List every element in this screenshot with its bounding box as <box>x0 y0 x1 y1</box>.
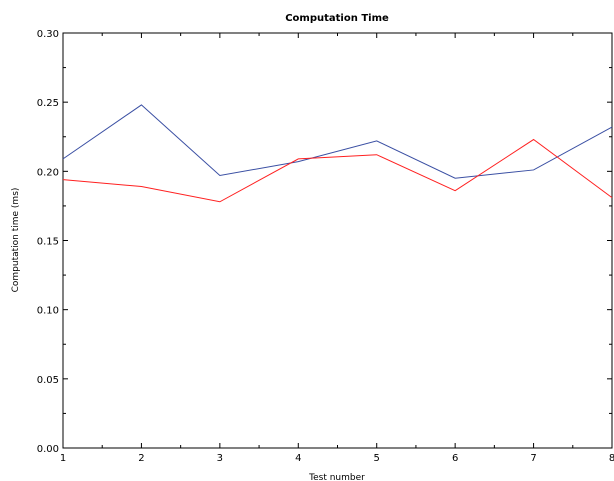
series-line-1 <box>62 104 613 179</box>
x-tick-label: 8 <box>609 453 614 464</box>
x-tick-label: 4 <box>295 453 301 464</box>
x-tick-label: 2 <box>138 453 144 464</box>
y-tick-label: 0.00 <box>37 444 59 455</box>
y-axis-label: Computation time (ms) <box>11 188 21 293</box>
y-tick-label: 0.05 <box>37 375 59 386</box>
y-tick-label: 0.15 <box>37 237 59 248</box>
x-tick-label: 3 <box>217 453 223 464</box>
series-line-2 <box>62 138 613 203</box>
plot-area <box>62 32 613 449</box>
series-lines <box>62 104 613 203</box>
x-tick-label: 1 <box>60 453 66 464</box>
x-axis-label: Test number <box>308 473 365 481</box>
y-tick-label: 0.25 <box>37 98 59 109</box>
chart-title: Computation Time <box>285 13 389 24</box>
x-tick-label: 5 <box>374 453 380 464</box>
y-tick-label: 0.10 <box>37 306 59 317</box>
y-tick-label: 0.30 <box>37 29 59 40</box>
axis-ticks: 0.00 0.05 0.10 0.15 0.20 0.25 0.30 1 2 3 4 5 6 7 8 <box>37 29 614 464</box>
x-tick-label: 6 <box>452 453 458 464</box>
x-tick-label: 7 <box>530 453 536 464</box>
y-tick-label: 0.20 <box>37 167 59 178</box>
